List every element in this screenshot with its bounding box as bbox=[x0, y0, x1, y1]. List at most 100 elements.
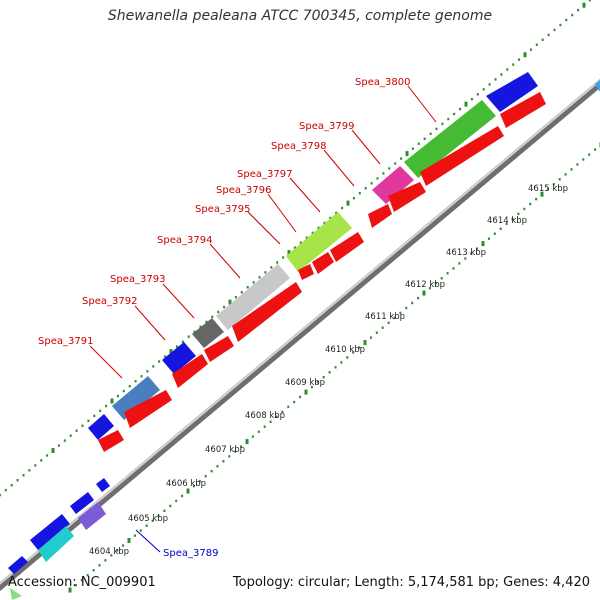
gene-label[interactable]: Spea_3792 bbox=[82, 296, 137, 307]
tick-dot bbox=[270, 266, 273, 269]
tick-dot bbox=[540, 191, 544, 197]
gene-block-forward[interactable] bbox=[298, 264, 314, 280]
gene-block-forward[interactable] bbox=[38, 526, 74, 562]
tick-dot bbox=[122, 389, 125, 393]
tick-dot bbox=[588, 153, 591, 156]
gene-block-forward[interactable] bbox=[172, 354, 208, 388]
tick-dot bbox=[564, 173, 567, 176]
forward-strand-genes[interactable] bbox=[38, 92, 546, 562]
tick-dot bbox=[399, 311, 402, 315]
tick-dot bbox=[470, 98, 473, 101]
tick-dot bbox=[458, 262, 461, 265]
gene-block-forward[interactable] bbox=[312, 252, 334, 274]
gene-block-forward[interactable] bbox=[388, 182, 426, 212]
gene-block-forward[interactable] bbox=[500, 92, 546, 128]
tick-dot bbox=[263, 425, 266, 428]
gene-block-reverse[interactable] bbox=[112, 376, 160, 420]
gene-block-reverse[interactable] bbox=[8, 556, 28, 574]
tick-dot bbox=[264, 271, 267, 274]
gene-label[interactable]: Spea_3789 bbox=[163, 548, 218, 559]
tick-dot bbox=[310, 385, 313, 389]
tick-dot bbox=[234, 295, 237, 299]
tick-dot bbox=[565, 18, 568, 22]
tick-dot bbox=[394, 162, 397, 165]
tick-dot bbox=[393, 316, 396, 320]
tick-dot bbox=[405, 306, 408, 310]
tick-dot bbox=[529, 48, 532, 51]
tick-dot bbox=[98, 564, 101, 567]
inner-tick-row bbox=[68, 142, 600, 593]
gene-block-forward[interactable] bbox=[232, 282, 302, 342]
tick-dot bbox=[535, 43, 538, 46]
tick-dot bbox=[335, 211, 338, 215]
tick-dot bbox=[452, 267, 455, 270]
gene-label[interactable]: Spea_3799 bbox=[299, 121, 354, 132]
gene-block-forward[interactable] bbox=[330, 232, 364, 262]
gene-label-leaders bbox=[89, 85, 437, 379]
gene-block-reverse[interactable] bbox=[216, 264, 290, 330]
tick-dot bbox=[276, 261, 279, 264]
tick-dot bbox=[328, 371, 331, 374]
tick-dot bbox=[228, 455, 231, 458]
gene-labels[interactable]: Spea_3791 Spea_3792 Spea_3793 Spea_3794 … bbox=[38, 77, 410, 559]
gene-block-reverse[interactable] bbox=[286, 212, 352, 272]
gene-label[interactable]: Spea_3800 bbox=[355, 77, 410, 88]
gene-label[interactable]: Spea_3795 bbox=[195, 204, 250, 215]
tick-dot bbox=[304, 389, 308, 395]
offscreen-gene-marker bbox=[10, 588, 22, 600]
gene-label[interactable]: Spea_3796 bbox=[216, 185, 271, 196]
gene-block-reverse[interactable] bbox=[96, 478, 110, 492]
gene-block-forward[interactable] bbox=[78, 502, 106, 530]
tick-dot bbox=[16, 479, 19, 482]
tick-dot bbox=[341, 206, 344, 210]
gene-block-forward[interactable] bbox=[204, 336, 234, 362]
gene-block-reverse[interactable] bbox=[404, 100, 496, 178]
tick-dot bbox=[187, 335, 190, 338]
tick-dot bbox=[127, 538, 131, 543]
tick-dot bbox=[340, 361, 343, 364]
gene-block-reverse[interactable] bbox=[70, 492, 94, 514]
tick-dot bbox=[576, 163, 579, 166]
gene-block-forward[interactable] bbox=[98, 430, 124, 452]
tick-dot bbox=[482, 88, 485, 91]
coordinate-label: 4609 kbp bbox=[285, 378, 325, 388]
tick-dot bbox=[488, 83, 491, 86]
gene-label[interactable]: Spea_3794 bbox=[157, 235, 212, 246]
gene-block-reverse[interactable] bbox=[162, 342, 196, 374]
gene-block-reverse[interactable] bbox=[372, 166, 414, 204]
tick-dot bbox=[541, 38, 544, 41]
tick-dot bbox=[152, 365, 155, 368]
tick-dot bbox=[257, 430, 260, 433]
gene-block-reverse[interactable] bbox=[88, 414, 114, 440]
gene-label[interactable]: Spea_3793 bbox=[110, 274, 165, 285]
tick-dot bbox=[57, 444, 60, 447]
tick-dot bbox=[577, 8, 580, 12]
tick-dot bbox=[80, 578, 83, 582]
tick-dot bbox=[453, 112, 456, 116]
gene-label[interactable]: Spea_3797 bbox=[237, 169, 292, 180]
gene-block-forward[interactable] bbox=[124, 390, 172, 428]
gene-block-reverse[interactable] bbox=[30, 514, 70, 550]
tick-dot bbox=[92, 569, 95, 572]
tick-dot bbox=[511, 217, 514, 221]
gene-block-reverse[interactable] bbox=[486, 72, 538, 112]
gene-block-reverse[interactable] bbox=[192, 318, 224, 348]
tick-dot bbox=[559, 23, 562, 27]
gene-block-forward[interactable] bbox=[420, 126, 504, 186]
map-title: Shewanella pealeana ATCC 700345, complet… bbox=[107, 8, 493, 24]
gene-label[interactable]: Spea_3798 bbox=[271, 141, 326, 152]
tick-dot bbox=[382, 172, 385, 175]
tick-dot bbox=[192, 484, 195, 488]
tick-dot bbox=[4, 488, 7, 492]
tick-dot bbox=[552, 183, 555, 186]
reverse-strand-genes[interactable] bbox=[8, 72, 538, 574]
tick-dot bbox=[275, 415, 278, 418]
tick-dot bbox=[211, 315, 214, 319]
tick-dot bbox=[529, 202, 532, 206]
gene-block-forward[interactable] bbox=[368, 204, 392, 228]
gene-label[interactable]: Spea_3791 bbox=[38, 336, 93, 347]
tick-dot bbox=[146, 370, 149, 373]
tick-dot bbox=[139, 529, 142, 532]
tick-dot bbox=[547, 33, 550, 37]
